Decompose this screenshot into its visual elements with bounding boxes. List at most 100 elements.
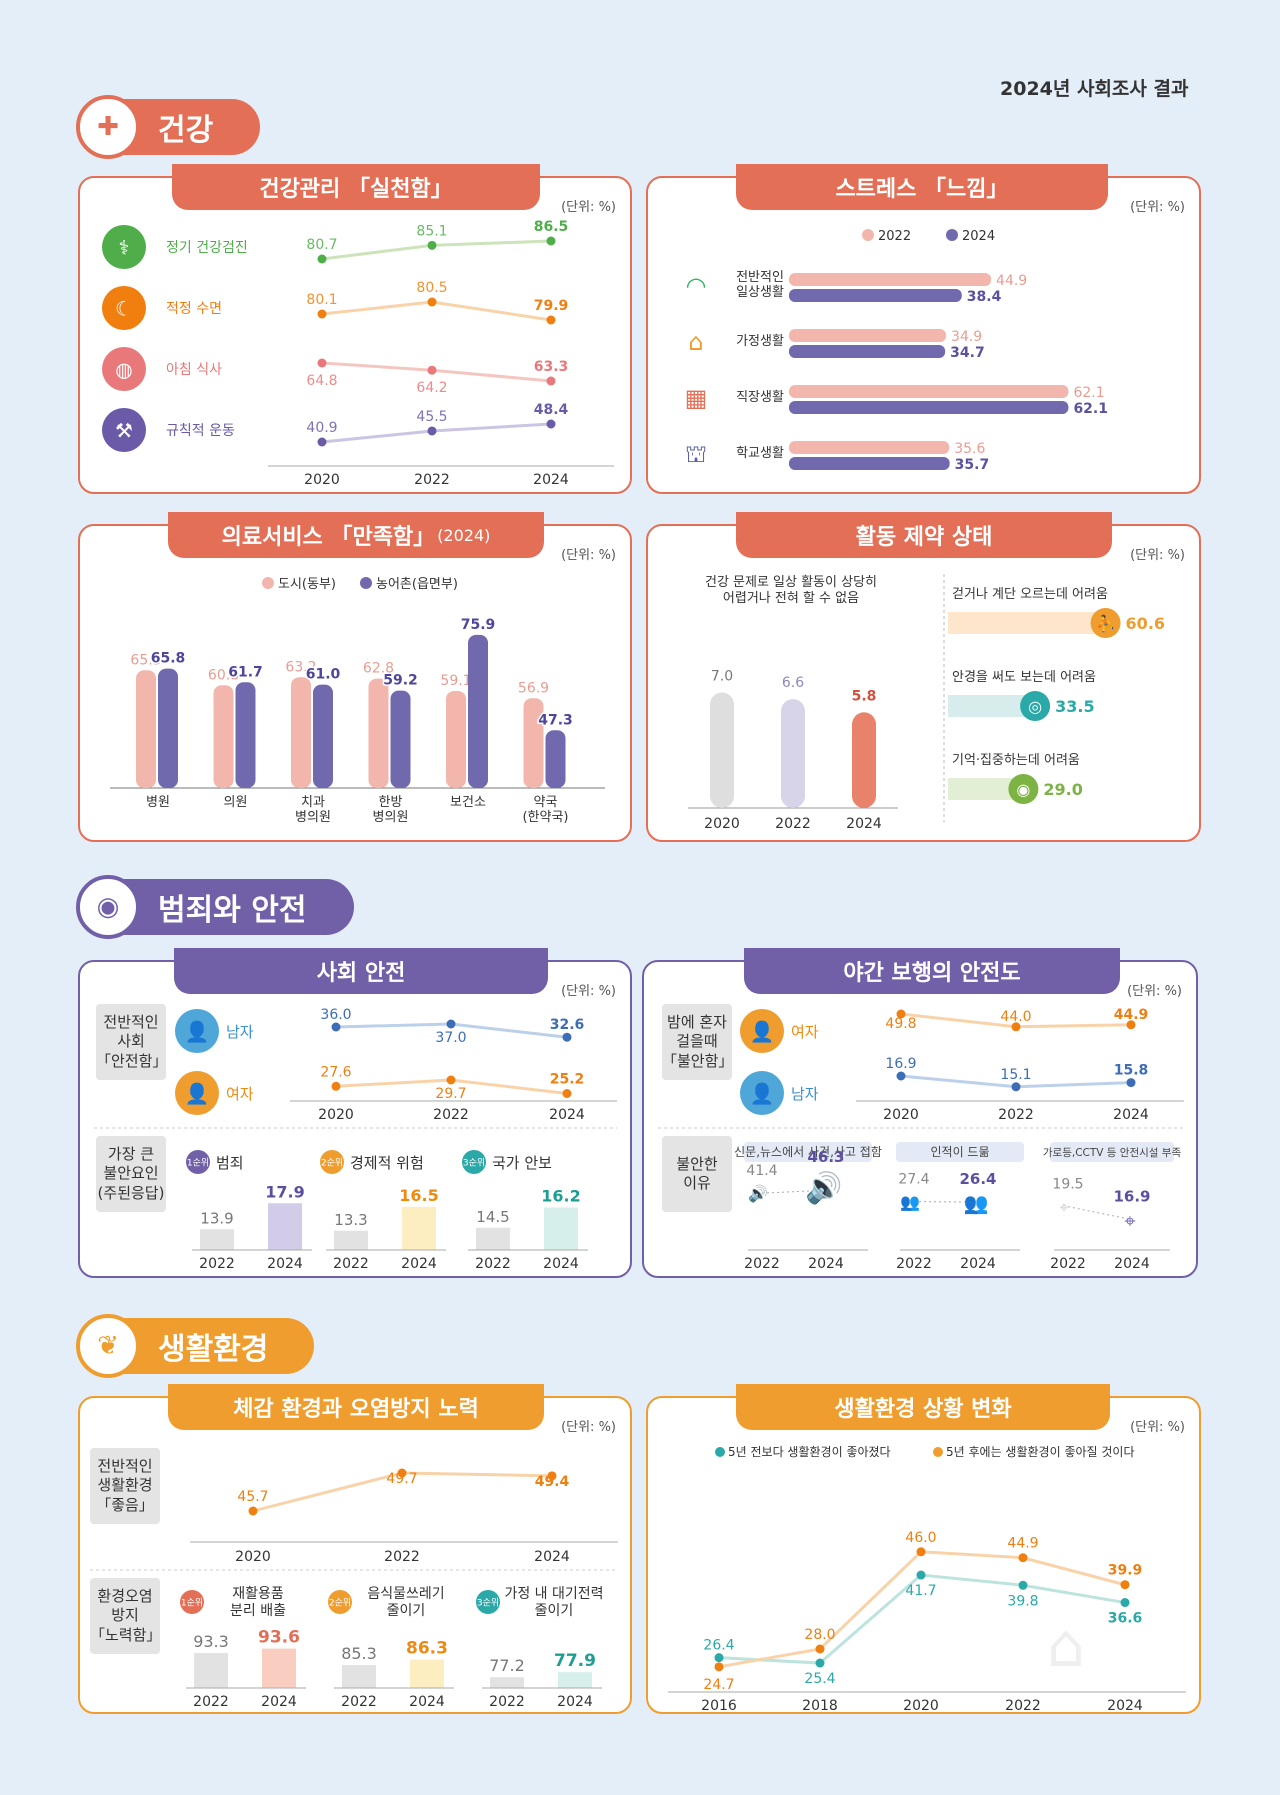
tick-label: 2024 — [549, 1107, 585, 1123]
effort-label: 음식물쓰레기 줄이기 — [367, 1586, 444, 1619]
unit-label: (단위: %) — [1130, 548, 1185, 563]
data-point — [427, 426, 437, 436]
data-label: 36.6 — [1108, 1611, 1143, 1627]
unit-label: (단위: %) — [561, 984, 616, 999]
plate-icon — [102, 347, 146, 391]
bar-label: 17.9 — [265, 1182, 304, 1201]
data-point — [815, 1644, 825, 1654]
data-label: 44.9 — [1114, 1007, 1149, 1023]
tick-label: 2024 — [543, 1256, 579, 1272]
reason-pill — [744, 1142, 872, 1162]
bar-label: 6.6 — [782, 675, 804, 691]
female-icon — [740, 1009, 784, 1053]
bar-label: 93.3 — [193, 1632, 229, 1651]
rank-badge-glyph: 2순위 — [329, 1597, 351, 1608]
data-label: 29.7 — [435, 1086, 466, 1102]
male-icon — [740, 1071, 784, 1115]
house-icon: ⌂ — [1047, 1611, 1085, 1681]
speaker-icon-old: 🔊 — [748, 1184, 768, 1203]
data-label: 49.7 — [386, 1471, 417, 1487]
bar-label: 65.3 — [130, 652, 161, 668]
category-label: 전반적인 일상생활 — [736, 270, 784, 300]
bar-label: 44.9 — [996, 273, 1027, 289]
data-label: 24.7 — [703, 1677, 734, 1693]
effort-label: 재활용품 분리 배출 — [230, 1586, 286, 1619]
people-icon-old: 👥 — [900, 1193, 920, 1212]
tick-label: 2020 — [304, 472, 340, 488]
stairs-icon — [1090, 608, 1121, 638]
bar-label: 7.0 — [711, 669, 733, 685]
data-point — [1120, 1598, 1130, 1608]
bar-label: 35.7 — [955, 457, 990, 473]
data-label: 27.6 — [320, 1064, 351, 1080]
data-label: 63.3 — [534, 359, 569, 375]
bar — [268, 1203, 302, 1250]
activity-chart: 건강 문제로 일상 활동이 상당히 어렵거나 전혀 할 수 없음 7.0 2020 6.… — [688, 574, 1165, 832]
legend-female: 여자 — [791, 1023, 819, 1041]
item-label: 걷거나 계단 오르는데 어려움 — [952, 587, 1108, 602]
tick-label: 2022 — [341, 1694, 377, 1710]
tick-label: 2024 — [401, 1256, 437, 1272]
data-point — [427, 297, 437, 307]
data-point — [562, 1089, 572, 1098]
data-label: 80.5 — [416, 280, 447, 296]
series-line — [321, 239, 552, 261]
connector — [761, 1189, 827, 1194]
series-line — [321, 361, 552, 383]
stethoscope-icon — [102, 225, 146, 269]
legend-dot — [862, 229, 874, 241]
data-point — [446, 1019, 456, 1029]
data-point — [427, 365, 437, 375]
data-label: 46.0 — [905, 1530, 936, 1546]
bar-label: 62.8 — [363, 661, 394, 677]
card-medical: 의료서비스 「만족함」 (2024) (단위: %) 도시(동부) 농어촌(읍면부)… — [78, 512, 632, 842]
legend-male: 남자 — [226, 1023, 254, 1041]
data-label: 26.4 — [703, 1638, 734, 1654]
data-point — [1018, 1580, 1028, 1590]
building-icon: ▦ — [685, 384, 708, 412]
bar — [948, 695, 1036, 717]
category-label: 보건소 — [450, 795, 486, 810]
unit-label: (단위: %) — [1130, 200, 1185, 215]
bar-label: 35.6 — [954, 441, 985, 457]
data-label: 15.1 — [1000, 1067, 1031, 1083]
bar — [781, 699, 805, 808]
data-point — [916, 1570, 926, 1580]
siren-icon: ◉ — [76, 875, 140, 939]
data-point — [1011, 1082, 1021, 1092]
section-title: 범죄와 안전 — [158, 893, 307, 928]
data-label: 45.7 — [237, 1489, 268, 1505]
bar — [194, 1653, 228, 1688]
row-label-safety: 전반적인 사회 「안전함」 — [96, 1004, 167, 1080]
bar-label: 77.9 — [554, 1651, 596, 1671]
dumbbell-icon-glyph: ⚒ — [115, 419, 133, 443]
reason-label: 인적이 드묾 — [930, 1145, 989, 1159]
dumbbell-icon — [102, 408, 146, 452]
tick-label: 2020 — [883, 1107, 919, 1123]
hospital-bed-icon: ✚ — [76, 95, 140, 159]
data-label: 46.3 — [807, 1148, 844, 1166]
tick-label: 2024 — [534, 1549, 570, 1565]
data-point — [546, 315, 556, 325]
data-point — [331, 1081, 341, 1091]
data-point — [714, 1653, 724, 1663]
card-title: 활동 제약 상태 — [736, 512, 1112, 558]
legend-dot — [946, 229, 958, 241]
category-label: 한방 병의원 — [373, 795, 409, 825]
data-label: 49.8 — [885, 1016, 916, 1032]
data-label: 49.4 — [535, 1474, 570, 1490]
people-icon: 👥 — [964, 1191, 989, 1215]
tick-label: 2022 — [1050, 1256, 1086, 1272]
data-label: 19.5 — [1052, 1177, 1083, 1193]
data-point — [546, 419, 556, 429]
rank-badge — [328, 1590, 352, 1614]
legend-label: 5년 전보다 생활환경이 좋아졌다 — [728, 1445, 891, 1459]
bar-label: 62.1 — [1073, 385, 1104, 401]
bar — [291, 677, 311, 788]
bar — [558, 1672, 592, 1688]
data-label: 36.0 — [320, 1007, 351, 1023]
bar-label: 62.1 — [1073, 401, 1108, 417]
legend-female: 여자 — [226, 1085, 254, 1103]
factor-label: 경제적 위험 — [350, 1154, 424, 1172]
bar — [789, 289, 962, 302]
